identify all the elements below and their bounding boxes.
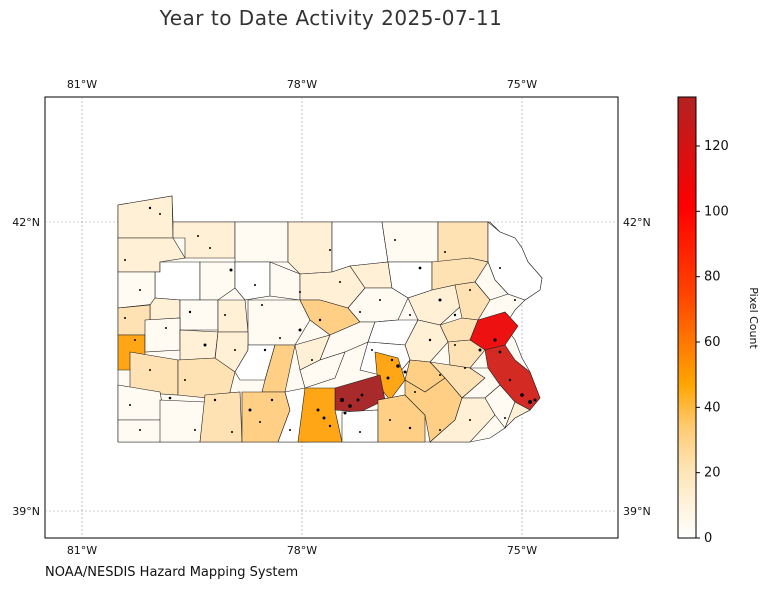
lat-tick-right-1: 42°N xyxy=(623,216,651,229)
lat-tick-left-1: 42°N xyxy=(12,216,40,229)
county-potter xyxy=(287,221,333,275)
lon-tick-top-2: 78°W xyxy=(287,78,317,91)
lon-tick-bottom-1: 81°W xyxy=(67,544,97,557)
lat-tick-right-2: 39°N xyxy=(623,505,651,518)
colorbar-tick-label: 0 xyxy=(704,531,712,546)
county-juniata xyxy=(299,351,346,389)
county-map xyxy=(117,195,543,443)
colorbar-tick-label: 40 xyxy=(704,400,721,415)
colorbar-tick-label: 20 xyxy=(704,466,721,481)
county-york xyxy=(377,394,426,443)
county-pike xyxy=(474,261,509,301)
colorbar-label: Pixel Count xyxy=(747,287,760,349)
map-title: Year to Date Activity 2025-07-11 xyxy=(159,6,503,30)
county-cameron xyxy=(234,261,271,301)
county-somerset xyxy=(199,391,243,443)
county-erie xyxy=(117,195,174,239)
colorbar-tick-label: 100 xyxy=(704,204,729,219)
county-forest xyxy=(154,261,201,301)
lon-tick-top-3: 75°W xyxy=(507,78,537,91)
county-armstrong xyxy=(179,329,219,361)
county-greene xyxy=(117,419,166,443)
lon-tick-bottom-2: 78°W xyxy=(287,544,317,557)
lon-tick-bottom-3: 75°W xyxy=(507,544,537,557)
colorbar-ticks: 0 20 40 60 80 100 120 xyxy=(696,139,729,546)
lat-tick-left-2: 39°N xyxy=(12,505,40,518)
county-westmoreland xyxy=(177,357,236,401)
colorbar-tick-label: 80 xyxy=(704,270,721,285)
county-susquehanna xyxy=(437,221,489,263)
county-jefferson xyxy=(179,299,219,331)
county-clearfield xyxy=(217,299,249,333)
colorbar-tick-label: 60 xyxy=(704,335,721,350)
detection-points xyxy=(124,206,537,433)
county-mercer xyxy=(117,271,156,309)
county-lehigh xyxy=(447,339,486,369)
county-venango xyxy=(149,297,181,321)
county-philadelphia xyxy=(504,401,531,429)
source-credit: NOAA/NESDIS Hazard Mapping System xyxy=(45,565,299,580)
county-elk xyxy=(199,261,236,301)
county-fayette xyxy=(159,399,206,443)
colorbar-tick-label: 120 xyxy=(704,139,729,154)
county-monroe xyxy=(454,281,491,321)
lon-tick-top-1: 81°W xyxy=(67,78,97,91)
county-franklin xyxy=(297,387,343,443)
colorbar xyxy=(677,96,697,539)
county-bradford xyxy=(381,221,439,263)
county-butler xyxy=(144,317,181,353)
county-mckean xyxy=(234,221,289,263)
county-adams xyxy=(341,409,379,443)
